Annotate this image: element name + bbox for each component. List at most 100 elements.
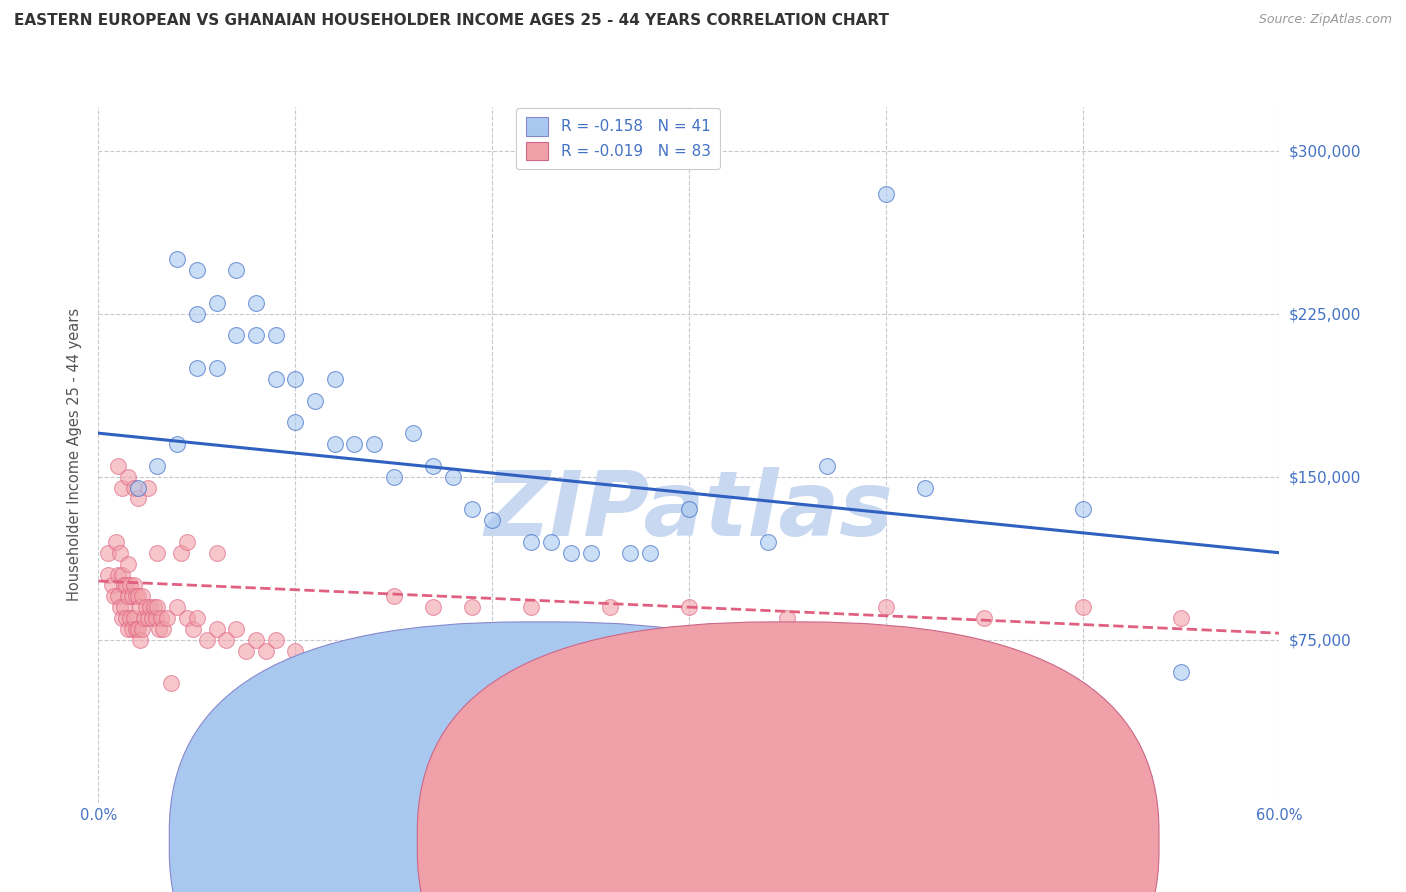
Point — [815, 458, 838, 473]
Point — [122, 578, 145, 592]
Point — [186, 263, 208, 277]
Point — [108, 546, 131, 560]
Point — [97, 567, 120, 582]
Point — [150, 611, 173, 625]
Point — [111, 611, 134, 625]
Point — [441, 469, 464, 483]
Point — [254, 643, 277, 657]
Point — [128, 632, 150, 647]
Point — [107, 567, 129, 582]
Point — [117, 589, 139, 603]
Point — [776, 611, 799, 625]
Point — [135, 600, 157, 615]
Point — [118, 611, 141, 625]
Point — [540, 535, 562, 549]
Point — [107, 589, 129, 603]
Point — [382, 469, 405, 483]
Point — [215, 632, 238, 647]
Point — [115, 578, 138, 592]
Point — [108, 600, 131, 615]
Point — [107, 458, 129, 473]
Point — [128, 600, 150, 615]
Point — [170, 546, 193, 560]
Point — [146, 600, 169, 615]
Point — [122, 481, 145, 495]
Point — [105, 535, 128, 549]
Point — [678, 502, 700, 516]
Point — [875, 187, 897, 202]
Point — [160, 676, 183, 690]
Point — [205, 622, 228, 636]
Point — [619, 546, 641, 560]
Point — [304, 655, 326, 669]
Point — [186, 611, 208, 625]
Point — [152, 622, 174, 636]
Point — [520, 600, 543, 615]
Point — [284, 415, 307, 429]
Point — [166, 600, 188, 615]
Point — [343, 676, 366, 690]
Point — [166, 437, 188, 451]
Point — [118, 578, 141, 592]
Point — [264, 632, 287, 647]
Point — [176, 535, 198, 549]
Point — [579, 546, 602, 560]
Point — [599, 600, 621, 615]
Point — [117, 557, 139, 571]
Point — [141, 611, 163, 625]
Point — [127, 481, 149, 495]
Legend: R = -0.158   N = 41, R = -0.019   N = 83: R = -0.158 N = 41, R = -0.019 N = 83 — [516, 108, 720, 169]
Point — [225, 328, 247, 343]
Point — [132, 611, 155, 625]
Point — [304, 393, 326, 408]
Point — [121, 589, 143, 603]
FancyBboxPatch shape — [418, 622, 1159, 892]
Point — [176, 611, 198, 625]
Point — [138, 600, 160, 615]
Point — [131, 589, 153, 603]
Point — [402, 426, 425, 441]
Point — [181, 622, 204, 636]
Point — [235, 643, 257, 657]
Point — [1170, 665, 1192, 680]
Point — [225, 263, 247, 277]
Point — [284, 643, 307, 657]
Point — [111, 481, 134, 495]
Text: ZIPatlas: ZIPatlas — [485, 467, 893, 555]
Text: Eastern Europeans: Eastern Europeans — [565, 833, 703, 848]
Point — [560, 546, 582, 560]
Point — [136, 611, 159, 625]
Point — [101, 578, 124, 592]
FancyBboxPatch shape — [169, 622, 911, 892]
Point — [146, 458, 169, 473]
Point — [145, 611, 167, 625]
Point — [146, 546, 169, 560]
Point — [122, 611, 145, 625]
Text: Ghanaians: Ghanaians — [813, 833, 891, 848]
Point — [136, 481, 159, 495]
Point — [117, 622, 139, 636]
Point — [115, 611, 138, 625]
Point — [186, 307, 208, 321]
Point — [875, 600, 897, 615]
Point — [461, 600, 484, 615]
Point — [422, 600, 444, 615]
Point — [112, 578, 135, 592]
Point — [205, 546, 228, 560]
Point — [125, 589, 148, 603]
Point — [245, 295, 267, 310]
Point — [186, 361, 208, 376]
Point — [103, 589, 125, 603]
Point — [205, 295, 228, 310]
Point — [264, 328, 287, 343]
Point — [1071, 502, 1094, 516]
Point — [264, 372, 287, 386]
Point — [156, 611, 179, 625]
Point — [914, 481, 936, 495]
Text: Source: ZipAtlas.com: Source: ZipAtlas.com — [1258, 13, 1392, 27]
Point — [195, 632, 218, 647]
Point — [225, 622, 247, 636]
Point — [422, 458, 444, 473]
Point — [131, 622, 153, 636]
Point — [343, 437, 366, 451]
